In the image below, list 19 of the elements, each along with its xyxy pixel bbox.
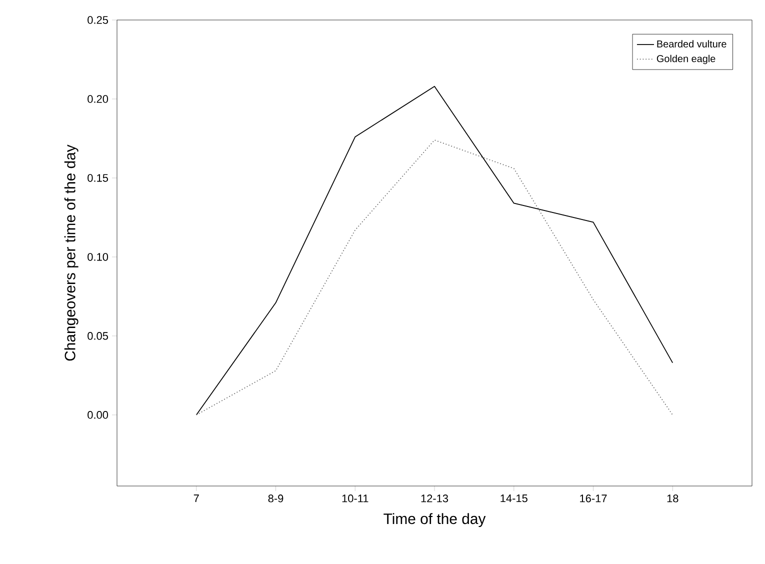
x-tick-label: 18 — [667, 494, 678, 502]
y-tick-label: 0.20 — [88, 95, 108, 103]
y-tick-label: 0.15 — [88, 174, 108, 182]
x-tick-label: 14-15 — [500, 494, 528, 502]
line-series — [196, 140, 674, 416]
x-tick-label: 16-17 — [580, 494, 607, 502]
legend-label: Golden eagle — [656, 54, 716, 64]
x-axis-title: Time of the day — [384, 513, 486, 528]
y-axis-title: Changeovers per time of the day — [64, 144, 78, 361]
legend-label: Bearded vulture — [657, 40, 726, 48]
line-series — [196, 86, 674, 416]
y-tick-label: 0.10 — [88, 253, 108, 261]
y-tick-label: 0.00 — [88, 411, 108, 419]
x-tick-label: 8-9 — [268, 494, 284, 502]
y-tick-label: 0.25 — [88, 16, 108, 24]
x-tick-label: 7 — [194, 494, 199, 502]
y-tick-label: 0.05 — [88, 332, 108, 340]
x-tick-label: 12-13 — [421, 494, 448, 502]
x-tick-label: 10-11 — [342, 494, 368, 502]
